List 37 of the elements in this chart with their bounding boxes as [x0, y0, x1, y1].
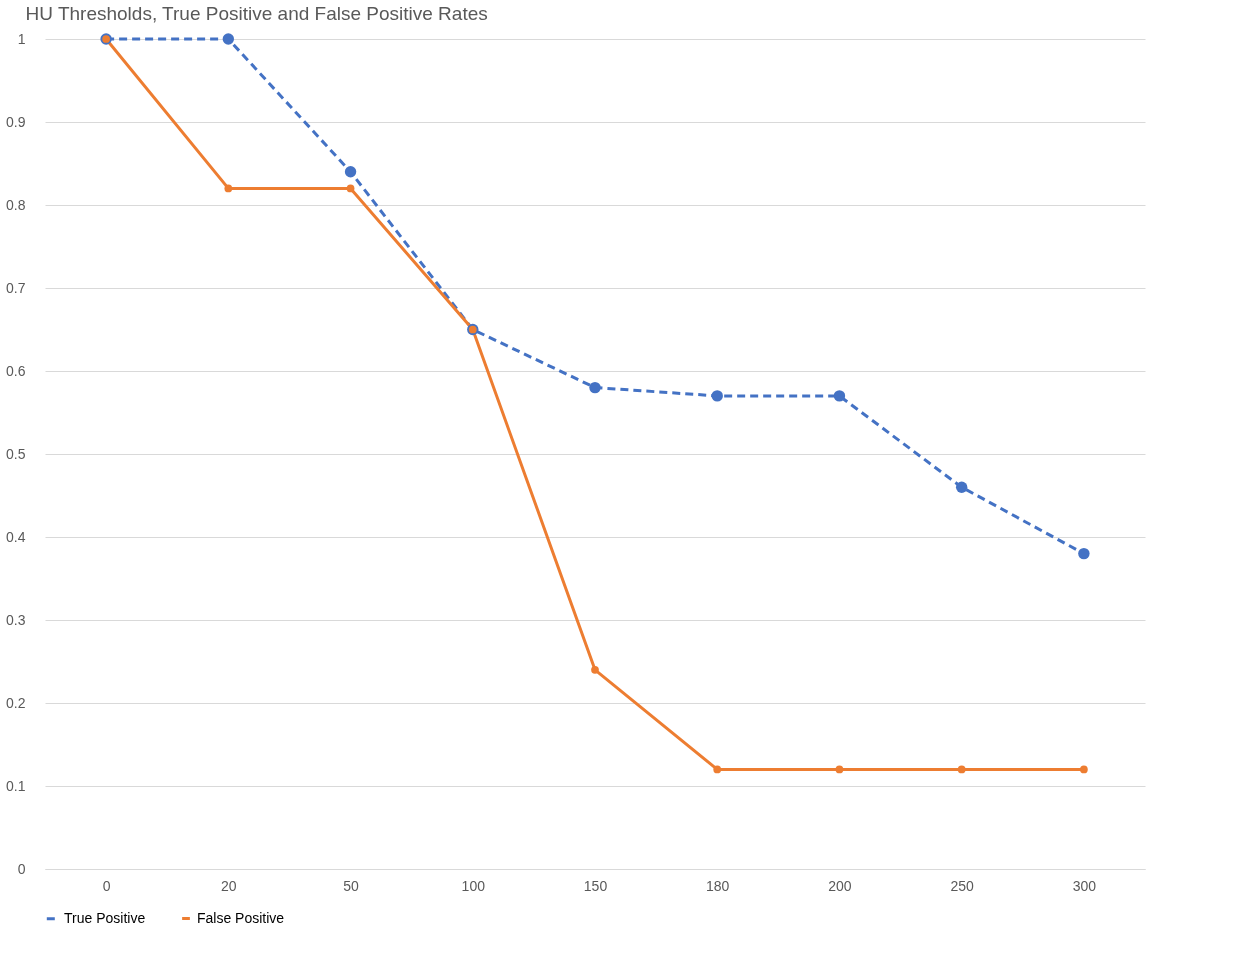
point: [589, 381, 601, 394]
point: [1080, 765, 1088, 774]
y-tick-label: 0.5: [6, 445, 26, 462]
legend-label: True Positive: [64, 909, 146, 926]
x-tick-label: 200: [828, 877, 852, 894]
y-tick-label: 0.2: [6, 694, 26, 711]
y-tick-label: 1: [17, 30, 26, 47]
y-tick-label: 0.1: [6, 777, 26, 794]
point: [957, 765, 966, 774]
chart-title: HU Thresholds, True Positive and False Positive Rates: [25, 3, 488, 24]
x-tick-label: 250: [950, 877, 975, 894]
point: [591, 665, 599, 674]
point: [344, 166, 357, 178]
legend-label: False Positive: [197, 909, 285, 926]
point: [222, 33, 235, 45]
point: [711, 390, 723, 402]
point: [224, 184, 233, 193]
y-tick-label: 0.6: [6, 362, 26, 379]
y-tick-label: 0.7: [6, 279, 26, 296]
point: [833, 390, 846, 402]
y-tick-label: 0.8: [6, 196, 26, 213]
x-tick-label: 50: [343, 877, 360, 894]
x-tick-label: 180: [706, 877, 730, 894]
y-tick-label: 0.4: [6, 528, 26, 545]
x-tick-label: 0: [102, 877, 111, 894]
x-tick-label: 20: [221, 877, 237, 894]
point: [955, 481, 968, 493]
x-tick-label: 300: [1072, 877, 1097, 894]
x-tick-label: 150: [583, 877, 608, 894]
point: [1078, 547, 1090, 560]
y-tick-label: 0.3: [6, 611, 26, 628]
y-tick-label: 0: [17, 860, 26, 877]
point: [713, 765, 722, 774]
x-tick-label: 100: [461, 877, 486, 894]
point: [346, 184, 355, 193]
y-tick-label: 0.9: [6, 113, 26, 130]
point: [835, 765, 844, 774]
